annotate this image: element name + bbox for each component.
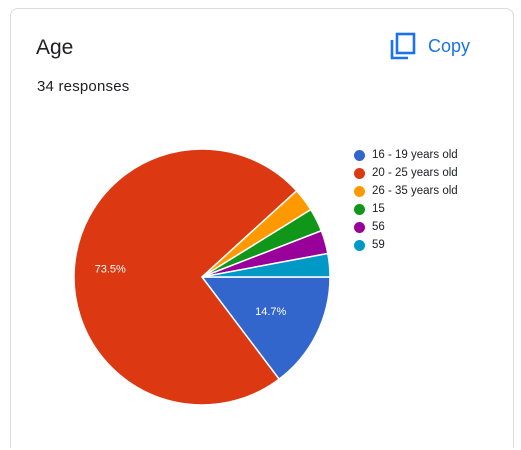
pie-slice-20-25-years-old <box>73 148 298 406</box>
pie-slice-16-19-years-old <box>200 276 331 381</box>
pie-slice-59 <box>201 252 331 278</box>
legend-color-dot <box>354 185 365 197</box>
copy-icon <box>390 32 416 60</box>
response-count: 34 responses <box>37 78 130 95</box>
legend-label: 16 - 19 years old <box>372 149 458 161</box>
legend-label: 20 - 25 years old <box>372 167 458 179</box>
legend-item-26-35-years-old: 26 - 35 years old <box>354 182 458 200</box>
legend-label: 56 <box>372 221 385 233</box>
copy-label: Copy <box>428 35 471 56</box>
legend-item-20-25-years-old: 20 - 25 years old <box>354 164 458 182</box>
legend-color-dot <box>354 203 365 215</box>
pie-slice-percent-label: 73.5% <box>95 263 126 275</box>
chart-legend: 16 - 19 years old 20 - 25 years old 26 - 3… <box>354 146 458 254</box>
legend-item-56: 56 <box>354 218 458 236</box>
legend-color-dot <box>354 149 365 161</box>
legend-label: 59 <box>372 239 385 251</box>
question-title: Age <box>36 36 74 59</box>
legend-color-dot <box>354 167 365 179</box>
copy-button[interactable]: Copy <box>388 28 470 64</box>
legend-label: 26 - 35 years old <box>372 185 458 197</box>
legend-item-59: 59 <box>354 236 458 254</box>
legend-color-dot <box>354 239 365 251</box>
legend-item-16-19-years-old: 16 - 19 years old <box>354 146 458 164</box>
pie-slice-percent-label: 14.7% <box>255 306 286 318</box>
legend-label: 15 <box>372 203 385 215</box>
legend-item-15: 15 <box>354 200 458 218</box>
legend-color-dot <box>354 221 365 233</box>
